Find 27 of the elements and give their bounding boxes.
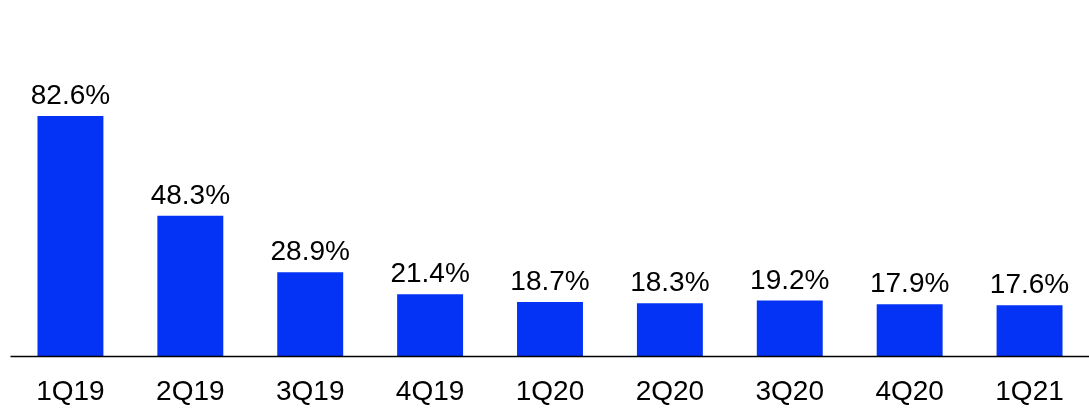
bar: [397, 294, 464, 357]
data-label: 19.2%: [750, 263, 830, 295]
x-tick-label: 3Q20: [755, 374, 825, 406]
bar: [157, 215, 224, 357]
bar: [756, 300, 823, 357]
x-tick-label: 1Q21: [995, 374, 1064, 406]
bar: [996, 305, 1063, 357]
data-label: 28.9%: [270, 235, 350, 267]
data-label: 21.4%: [390, 257, 470, 289]
bar: [876, 304, 943, 357]
data-label: 18.7%: [510, 265, 590, 297]
x-tick-label: 4Q20: [875, 374, 944, 406]
bar: [277, 272, 344, 357]
data-label: 48.3%: [150, 178, 231, 210]
x-tick-label: 1Q20: [515, 374, 585, 406]
bar: [517, 302, 583, 357]
data-label: 18.3%: [630, 266, 710, 298]
x-tick-label: 4Q19: [395, 374, 465, 406]
x-tick-label: 2Q19: [156, 374, 225, 406]
data-label: 17.9%: [869, 267, 950, 299]
x-tick-label: 1Q19: [36, 374, 105, 406]
data-label: 17.6%: [989, 268, 1070, 300]
bar: [636, 303, 703, 357]
x-tick-label: 2Q20: [635, 374, 705, 406]
x-tick-label: 3Q19: [275, 374, 345, 406]
data-label: 82.6%: [30, 78, 111, 110]
bar: [37, 115, 104, 357]
